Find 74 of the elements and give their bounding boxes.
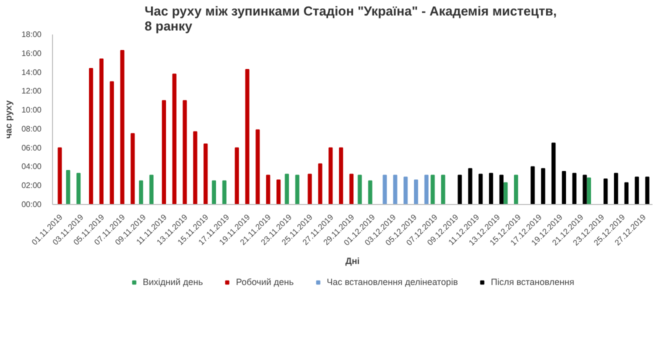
y-tick-label: 18:00 xyxy=(21,30,42,39)
bar xyxy=(76,172,81,204)
bar xyxy=(404,176,408,204)
y-tick-label: 06:00 xyxy=(21,143,42,152)
y-tick-label: 16:00 xyxy=(21,48,42,58)
bar xyxy=(162,100,166,204)
chart-title: Час руху між зупинками Стадіон "Україна" - Академія мистецтв, 8 ранку xyxy=(144,4,557,34)
bar xyxy=(234,147,239,204)
bar xyxy=(182,100,187,204)
bar xyxy=(468,168,472,204)
legend-label: Після встановлення xyxy=(490,277,574,287)
bar xyxy=(88,68,94,204)
bar xyxy=(504,182,508,204)
bar xyxy=(368,180,372,204)
bar xyxy=(308,174,312,204)
bar xyxy=(120,50,124,204)
bar xyxy=(382,174,387,204)
bar xyxy=(430,174,435,204)
bar xyxy=(212,180,216,204)
bar xyxy=(328,147,333,204)
legend-label: Час встановлення делінеаторів xyxy=(326,277,458,287)
bar xyxy=(222,180,226,204)
bar xyxy=(130,133,135,204)
bar xyxy=(541,168,546,204)
bar xyxy=(149,174,154,204)
bar xyxy=(488,172,494,204)
bar xyxy=(604,178,608,204)
bar xyxy=(276,179,281,204)
bar xyxy=(99,58,104,204)
y-tick-label: 00:00 xyxy=(21,200,42,209)
bar xyxy=(295,174,300,204)
bar xyxy=(256,129,260,204)
legend-label: Вихідний день xyxy=(142,277,203,287)
y-tick-label: 04:00 xyxy=(21,162,42,172)
bar xyxy=(614,172,618,204)
y-tick-label: 10:00 xyxy=(21,106,42,115)
bar xyxy=(193,131,198,204)
bar xyxy=(572,172,576,204)
bar xyxy=(499,174,504,204)
bar xyxy=(634,176,639,204)
bar xyxy=(284,174,289,204)
y-axis-title: час руху xyxy=(3,100,14,139)
bar xyxy=(138,180,144,204)
bar xyxy=(624,182,629,204)
bar xyxy=(58,147,62,204)
legend-label: Робочий день xyxy=(236,277,294,287)
bar xyxy=(458,174,462,204)
bar xyxy=(393,174,398,204)
bar xyxy=(514,174,518,204)
y-tick-label: 08:00 xyxy=(21,124,42,134)
bar xyxy=(551,142,556,204)
bar xyxy=(424,174,429,204)
bar xyxy=(414,179,418,204)
bar xyxy=(318,163,322,204)
y-tick-label: 12:00 xyxy=(21,86,42,96)
bar xyxy=(645,176,650,204)
bar xyxy=(204,144,208,204)
bar xyxy=(338,147,344,204)
bar xyxy=(478,174,483,204)
bar xyxy=(172,74,176,204)
bar xyxy=(582,174,587,204)
bar xyxy=(530,166,535,204)
y-tick-label: 02:00 xyxy=(21,181,42,190)
bar xyxy=(358,174,362,204)
bar xyxy=(562,170,566,204)
x-axis-title: Дні xyxy=(345,256,360,266)
bar xyxy=(586,178,592,204)
bar xyxy=(349,174,354,204)
bar xyxy=(66,170,70,204)
y-tick-label: 14:00 xyxy=(21,68,42,77)
bar xyxy=(266,174,270,204)
bar xyxy=(110,81,114,204)
bar xyxy=(245,68,250,204)
bar xyxy=(441,174,446,204)
